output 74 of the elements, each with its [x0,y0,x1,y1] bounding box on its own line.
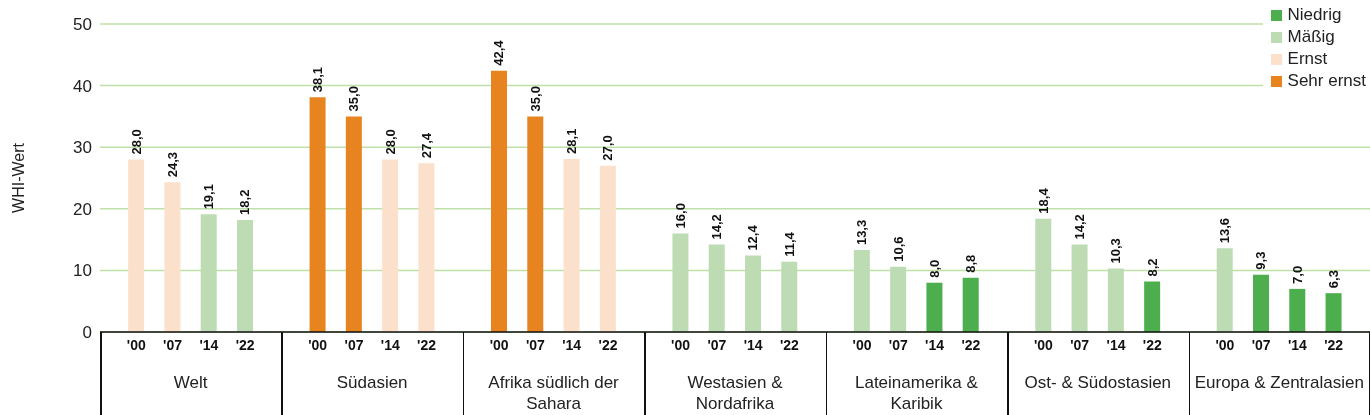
data-label: 11,4 [781,231,797,257]
x-tick-label: '00 [1215,336,1235,353]
text: Lateinamerika & Karibik [854,372,979,414]
x-tick-label: '07 [888,336,908,353]
y-tick-label: 10 [73,261,92,281]
text: Europa & Zentralasien [1194,372,1364,393]
text: Südasien [335,372,409,393]
x-tick-label: '14 [562,336,582,353]
x-tick-label: '22 [417,336,437,353]
data-label: 19,1 [201,184,217,210]
data-label: 12,4 [745,224,761,251]
data-label: 10,3 [1108,238,1124,264]
x-tick-label: '14 [1287,336,1308,353]
x-tick-label: '22 [779,336,800,353]
text: Afrika südlich der Sahara [487,372,620,414]
x-tick-label: '07 [525,336,546,353]
x-tick-label: '14 [199,336,219,353]
data-label: 6,3 [1326,270,1342,289]
data-label: 10,6 [890,236,906,262]
x-tick-label: '14 [1106,336,1126,353]
data-label: 8,8 [963,254,979,273]
data-label: 27,4 [418,132,434,159]
y-tick-label: 50 [73,15,92,35]
data-label: 28,0 [382,129,398,155]
x-tick-label: '00 [126,336,146,353]
x-tick-label: '00 [1033,336,1054,353]
x-tick-label: '14 [380,336,400,353]
x-tick-label: '07 [1251,336,1271,353]
data-label: 28,1 [564,128,580,154]
x-tick-label: '22 [1324,336,1344,353]
y-tick-label: 20 [73,199,92,219]
legend-label: Sehr ernst [1287,70,1366,92]
x-tick-label: '07 [1070,336,1090,353]
data-label: 13,6 [1217,217,1233,244]
data-label: 24,3 [164,152,180,178]
data-label: 28,0 [128,129,144,155]
data-label: 14,2 [709,214,725,240]
x-tick-label: '00 [671,336,691,353]
x-tick-label: '00 [308,336,328,353]
data-label: 8,2 [1144,258,1160,277]
legend-label: Mäßig [1287,26,1335,48]
y-tick-label: 40 [73,76,92,96]
y-tick-label: 0 [82,323,92,343]
x-tick-label: '14 [743,336,763,353]
x-tick-label: '22 [1142,336,1162,353]
data-label: 16,0 [672,203,688,229]
data-label: 13,3 [854,219,870,246]
x-tick-label: '00 [489,336,509,353]
data-label: 27,0 [600,135,616,161]
x-tick-label: '07 [707,336,727,353]
x-tick-label: '07 [163,336,183,353]
x-tick-label: '22 [598,336,618,353]
data-label: 9,3 [1253,251,1269,270]
text: Welt [172,372,209,393]
data-label: 35,0 [527,86,543,112]
data-label: 35,0 [346,86,362,112]
data-label: 18,4 [1035,187,1051,214]
x-tick-label: '22 [961,336,981,353]
x-tick-label: '00 [852,336,872,353]
text: Ost- & Südostasien [1023,372,1173,393]
data-label: 8,0 [926,259,942,278]
data-label: 14,2 [1072,214,1088,240]
legend-label: Ernst [1287,48,1328,70]
data-label: 38,1 [310,66,326,93]
data-label: 7,0 [1289,265,1305,284]
x-tick-label: '14 [925,336,945,353]
data-label: 42,4 [491,39,507,66]
y-axis-title: WHI-Wert [9,142,27,213]
text: Westasien & Nordafrika [686,372,784,414]
legend-label: Niedrig [1287,4,1342,26]
x-tick-label: '22 [235,336,255,353]
x-tick-label: '07 [344,336,364,353]
data-label: 18,2 [237,189,253,215]
y-tick-label: 30 [73,138,92,158]
